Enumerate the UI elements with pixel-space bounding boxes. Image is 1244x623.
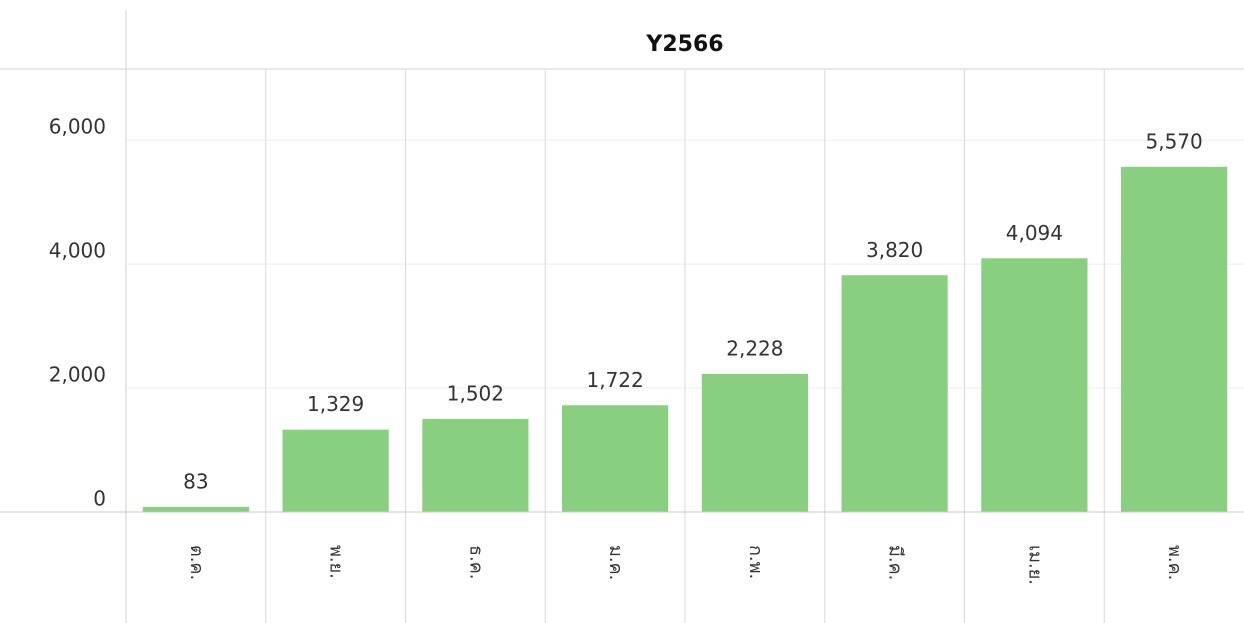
bar [981,258,1088,512]
x-tick-label: ก.พ. [745,545,766,579]
data-label: 1,722 [586,368,643,392]
x-tick-label: ม.ค. [605,545,626,580]
bar [841,275,948,512]
bar [422,418,529,512]
y-tick-label: 6,000 [49,115,106,139]
data-label: 2,228 [726,336,783,360]
chart-title: Y2566 [645,32,723,57]
x-tick-label: ต.ค. [186,545,207,580]
bar [142,506,249,512]
data-label: 1,502 [447,381,504,405]
data-label: 1,329 [307,392,364,416]
bar [282,429,389,512]
bar [1121,166,1228,512]
bar [701,373,808,512]
data-label: 4,094 [1006,221,1063,245]
data-label: 3,820 [866,238,923,262]
y-tick-label: 0 [93,487,106,511]
data-label: 5,570 [1145,129,1202,153]
y-tick-label: 4,000 [49,239,106,263]
x-tick-label: พ.ค. [1164,545,1185,580]
bar [562,405,669,512]
x-tick-label: พ.ย. [326,545,347,579]
y-tick-label: 2,000 [49,363,106,387]
x-tick-label: เม.ย. [1024,545,1045,585]
data-label: 83 [183,469,208,493]
x-tick-label: ธ.ค. [465,545,486,579]
x-tick-label: มี.ค. [885,545,906,580]
